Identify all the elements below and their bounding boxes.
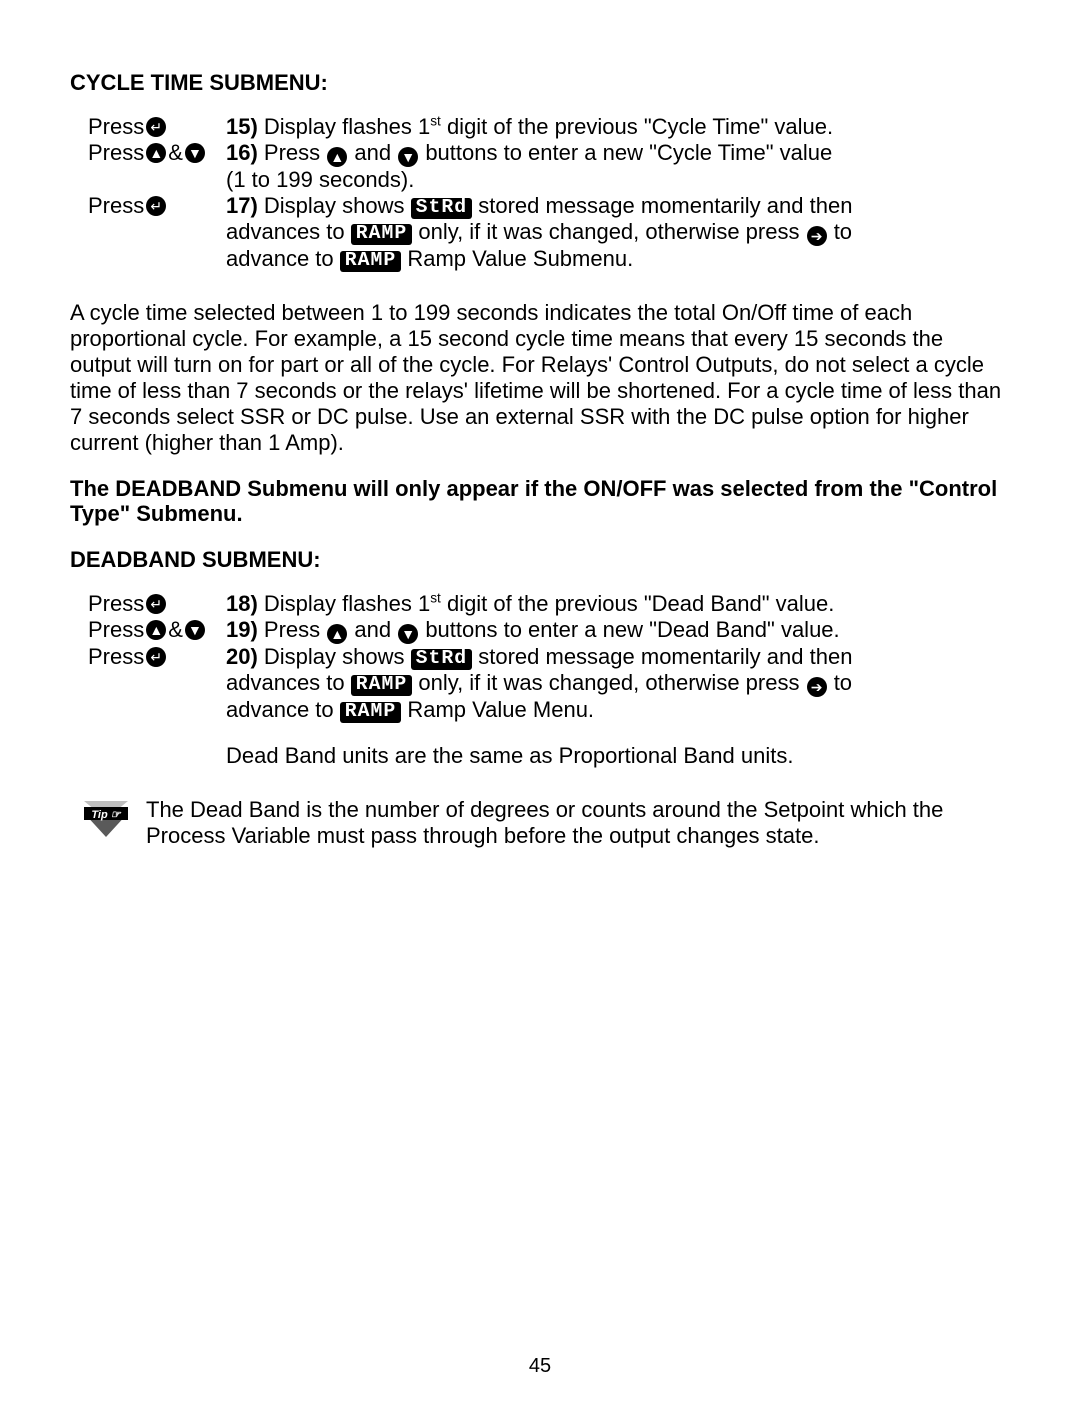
press-enter: Press ↵ xyxy=(88,644,226,670)
step-15: Press ↵ 15) Display flashes 1st digit of… xyxy=(88,114,1010,140)
tip-text: The Dead Band is the number of degrees o… xyxy=(146,797,1010,849)
tip-icon: Tip ☞ xyxy=(78,797,134,845)
right-icon: ➔ xyxy=(807,226,827,246)
press-up-down: Press ▲ & ▼ xyxy=(88,140,226,166)
note: The DEADBAND Submenu will only appear if… xyxy=(70,476,1010,528)
down-icon: ▼ xyxy=(398,624,418,644)
cycle-paragraph: A cycle time selected between 1 to 199 s… xyxy=(70,300,1010,456)
deadband-units: Dead Band units are the same as Proporti… xyxy=(226,743,1010,769)
deadband-steps: Press ↵ 18) Display flashes 1st digit of… xyxy=(70,591,1010,769)
svg-text:Tip ☞: Tip ☞ xyxy=(91,809,121,821)
lcd-ramp: RAMP xyxy=(351,224,412,245)
press-enter: Press ↵ xyxy=(88,193,226,219)
press-up-down: Press ▲ & ▼ xyxy=(88,617,226,643)
page: CYCLE TIME SUBMENU: Press ↵ 15) Display … xyxy=(0,0,1080,1412)
page-number: 45 xyxy=(0,1355,1080,1378)
cycle-steps: Press ↵ 15) Display flashes 1st digit of… xyxy=(70,114,1010,272)
step-19: Press ▲ & ▼ 19) Press ▲ and ▼ buttons to… xyxy=(88,617,1010,644)
lcd-strd: StRd xyxy=(411,649,472,670)
cycle-heading: CYCLE TIME SUBMENU: xyxy=(70,70,1010,96)
lcd-ramp: RAMP xyxy=(340,702,401,723)
lcd-ramp: RAMP xyxy=(340,251,401,272)
up-icon: ▲ xyxy=(327,624,347,644)
step-18: Press ↵ 18) Display flashes 1st digit of… xyxy=(88,591,1010,617)
down-icon: ▼ xyxy=(185,143,205,163)
step-16: Press ▲ & ▼ 16) Press ▲ and ▼ buttons to… xyxy=(88,140,1010,167)
right-icon: ➔ xyxy=(807,677,827,697)
press-enter: Press ↵ xyxy=(88,114,226,140)
enter-icon: ↵ xyxy=(146,594,166,614)
enter-icon: ↵ xyxy=(146,647,166,667)
up-icon: ▲ xyxy=(327,147,347,167)
step-17: Press ↵ 17) Display shows StRd stored me… xyxy=(88,193,1010,219)
down-icon: ▼ xyxy=(185,620,205,640)
lcd-strd: StRd xyxy=(411,198,472,219)
enter-icon: ↵ xyxy=(146,117,166,137)
up-icon: ▲ xyxy=(146,143,166,163)
deadband-heading: DEADBAND SUBMENU: xyxy=(70,547,1010,573)
up-icon: ▲ xyxy=(146,620,166,640)
down-icon: ▼ xyxy=(398,147,418,167)
lcd-ramp: RAMP xyxy=(351,675,412,696)
enter-icon: ↵ xyxy=(146,196,166,216)
step-20: Press ↵ 20) Display shows StRd stored me… xyxy=(88,644,1010,670)
tip-block: Tip ☞ The Dead Band is the number of deg… xyxy=(78,797,1010,849)
press-enter: Press ↵ xyxy=(88,591,226,617)
